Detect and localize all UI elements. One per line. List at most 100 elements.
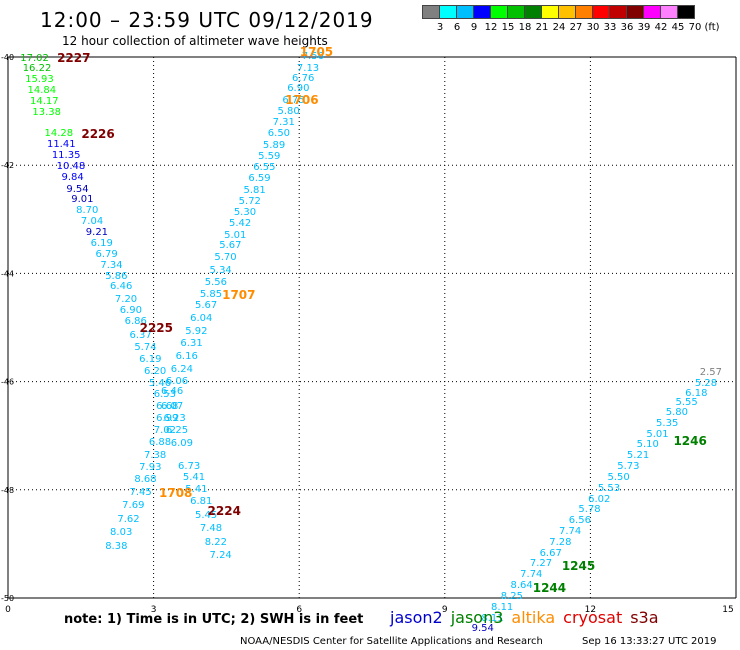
- wave-height-value: 6.46: [161, 386, 184, 398]
- wave-height-value: 7.62: [117, 513, 140, 525]
- colorbar-label: 30: [586, 22, 600, 33]
- wave-height-value: 8.68: [134, 474, 157, 486]
- wave-height-value: 7.04: [80, 216, 104, 227]
- wave-height-value: 8.25: [500, 590, 523, 602]
- colorbar-label: 45: [671, 22, 685, 33]
- wave-height-value: 7.74: [520, 569, 543, 581]
- wave-height-value: 6.56: [568, 515, 591, 527]
- wave-height-value: 8.64: [510, 580, 533, 592]
- wave-height-value: 6.20: [144, 365, 167, 377]
- wave-height-value: 2.57: [699, 367, 722, 379]
- wave-height-value: 5.01: [646, 428, 669, 440]
- wave-height-value: 6.76: [292, 72, 315, 84]
- wave-height-value: 5.01: [224, 229, 247, 241]
- wave-height-value: 7.31: [272, 117, 295, 128]
- wave-height-value: 7.69: [122, 500, 145, 512]
- x-tick-label: 3: [151, 605, 157, 615]
- wave-height-value: 5.59: [258, 151, 281, 163]
- wave-height-value: 7.24: [209, 549, 232, 561]
- wave-height-value: 6.31: [180, 337, 203, 349]
- wave-height-value: 5.86: [105, 270, 128, 282]
- wave-height-value: 5.21: [626, 450, 650, 462]
- wave-height-value: 6.16: [175, 351, 198, 363]
- wave-height-value: 6.09: [170, 437, 193, 449]
- wave-height-value: 5.10: [636, 439, 659, 451]
- wave-height-value: 5.34: [209, 264, 232, 276]
- pass-label: 1708: [159, 485, 193, 500]
- wave-height-value: 6.73: [178, 461, 201, 473]
- wave-height-value: 5.53: [597, 482, 621, 494]
- x-tick-label: 6: [296, 605, 302, 615]
- y-tick-label: -46: [1, 378, 14, 387]
- wave-height-value: 5.30: [233, 206, 257, 218]
- wave-height-value: 5.35: [656, 417, 679, 429]
- wave-height-value: 5.80: [277, 106, 300, 118]
- wave-height-value: 6.59: [248, 172, 271, 184]
- wave-height-value: 6.55: [253, 161, 276, 173]
- wave-height-value: 17.02: [20, 52, 49, 64]
- x-tick-label: 0: [5, 605, 11, 615]
- wave-height-value: 5.28: [694, 378, 718, 390]
- wave-height-value: 5.67: [219, 240, 242, 252]
- colorbar-label: 33: [603, 22, 617, 33]
- legend-altika: altika: [511, 608, 556, 627]
- wave-height-value: 11.41: [46, 139, 76, 151]
- wave-height-value: 6.19: [139, 353, 162, 365]
- wave-height-value: 6.53: [153, 389, 176, 401]
- wave-height-value: 5.72: [238, 195, 261, 207]
- wave-height-value: 6.68: [156, 401, 179, 413]
- colorbar-label: 6: [453, 22, 461, 33]
- wave-height-value: 11.35: [51, 150, 81, 161]
- pass-label: 2225: [139, 320, 173, 335]
- wave-height-value: 9.54: [471, 623, 494, 635]
- y-tick-label: -44: [1, 269, 14, 278]
- pass-label: 2226: [81, 126, 115, 141]
- wave-height-value: 5.41: [182, 471, 206, 483]
- wave-height-value: 5.73: [617, 461, 640, 473]
- wave-height-value: 6.67: [539, 547, 562, 559]
- wave-height-value: 7.74: [558, 525, 582, 537]
- colorbar-label: 24: [552, 22, 566, 33]
- y-tick-label: -40: [1, 53, 14, 62]
- pass-label: 1244: [532, 581, 567, 596]
- pass-label: 1707: [222, 288, 256, 303]
- wave-height-value: 5.78: [578, 504, 601, 516]
- wave-height-value: 6.18: [685, 387, 708, 399]
- colorbar-label: 70: [688, 22, 702, 33]
- wave-height-value: 10.48: [56, 161, 86, 173]
- wave-height-value: 9.84: [61, 172, 84, 184]
- wave-height-value: 6.06: [165, 375, 189, 387]
- pass-label: 1705: [299, 44, 334, 59]
- wave-height-value: 5.80: [665, 406, 689, 418]
- wave-height-value: 5.42: [228, 217, 252, 229]
- colorbar-labels: 3 6 9 12 15 18 21 24 27 30 33 36 39 42 45 70 (ft): [422, 22, 740, 36]
- colorbar-label: 27: [569, 22, 583, 33]
- wave-height-value: 13.38: [32, 106, 62, 118]
- x-tick-label: 9: [442, 605, 448, 615]
- wave-height-value: 5.67: [194, 299, 218, 311]
- wave-height-value: 8.70: [76, 205, 99, 217]
- wave-height-value: 6.25: [165, 425, 189, 437]
- wave-height-value: 6.46: [110, 281, 133, 293]
- wave-height-value: 6.81: [190, 495, 213, 507]
- pass-label: 2224: [207, 504, 241, 519]
- wave-height-value: 6.88: [148, 436, 172, 448]
- wave-height-value: 6.23: [163, 413, 186, 425]
- wave-height-value: 7.56: [301, 51, 325, 62]
- pass-label: 1706: [285, 93, 319, 108]
- y-tick-label: -48: [1, 486, 14, 495]
- legend-jason2: jason2: [390, 608, 443, 627]
- colorbar-label: 15: [501, 22, 515, 33]
- colorbar-label: 42: [654, 22, 668, 33]
- satellite-legend: jason2 jason3 altika cryosat s3a: [390, 608, 667, 627]
- pass-label: 1245: [561, 558, 596, 573]
- colorbar-swatch: [677, 5, 695, 19]
- wave-height-value: 6.90: [119, 305, 143, 317]
- wave-height-value: 7.45: [129, 486, 152, 498]
- credit-text: NOAA/NESDIS Center for Satellite Applica…: [240, 636, 543, 647]
- wave-height-value: 5.41: [185, 483, 208, 495]
- colorbar: [422, 5, 695, 19]
- wave-height-value: 5.74: [134, 342, 157, 354]
- wave-height-value: 7.28: [549, 536, 572, 548]
